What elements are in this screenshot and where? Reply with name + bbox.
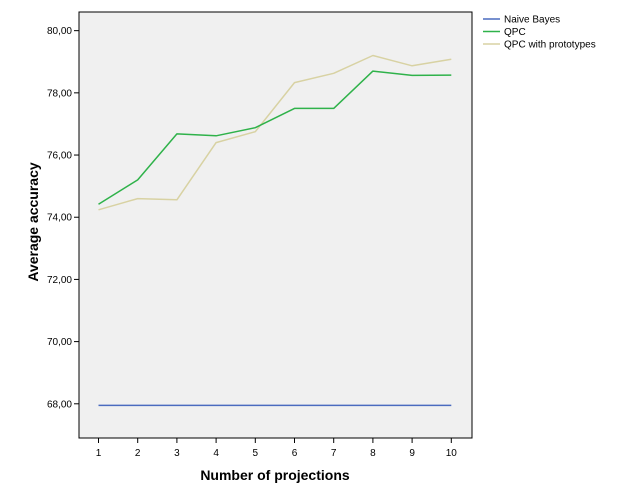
- legend-label: QPC with prototypes: [504, 40, 596, 51]
- x-tick-label: 1: [96, 448, 102, 459]
- x-axis-label: Number of projections: [200, 467, 350, 483]
- x-tick-label: 4: [213, 448, 219, 459]
- y-tick-label: 74,00: [47, 213, 72, 224]
- legend-label: Naive Bayes: [504, 15, 560, 26]
- x-axis: 1 2 3 4 5 6 7 8 9 10: [96, 438, 458, 459]
- x-tick-label: 6: [292, 448, 298, 459]
- series-lines: [98, 54, 452, 407]
- series-line: [98, 54, 452, 211]
- y-tick-label: 78,00: [47, 88, 72, 99]
- x-tick-label: 2: [135, 448, 141, 459]
- x-tick-label: 9: [409, 448, 415, 459]
- x-tick-label: 7: [331, 448, 337, 459]
- x-tick-label: 8: [370, 448, 376, 459]
- y-tick-label: 68,00: [47, 399, 72, 410]
- y-tick-label: 80,00: [47, 26, 72, 37]
- plot-area: [78, 11, 473, 439]
- y-tick-label: 76,00: [47, 151, 72, 162]
- series-line: [98, 70, 452, 205]
- x-tick-label: 10: [446, 448, 458, 459]
- y-axis-label: Average accuracy: [25, 162, 41, 282]
- x-tick-label: 5: [253, 448, 259, 459]
- y-tick-label: 72,00: [47, 275, 72, 286]
- legend-label: QPC: [504, 27, 526, 38]
- y-axis: 68,00 70,00 72,00 74,00 76,00 78,00 80,00: [47, 26, 79, 410]
- y-tick-label: 70,00: [47, 337, 72, 348]
- x-tick-label: 3: [174, 448, 180, 459]
